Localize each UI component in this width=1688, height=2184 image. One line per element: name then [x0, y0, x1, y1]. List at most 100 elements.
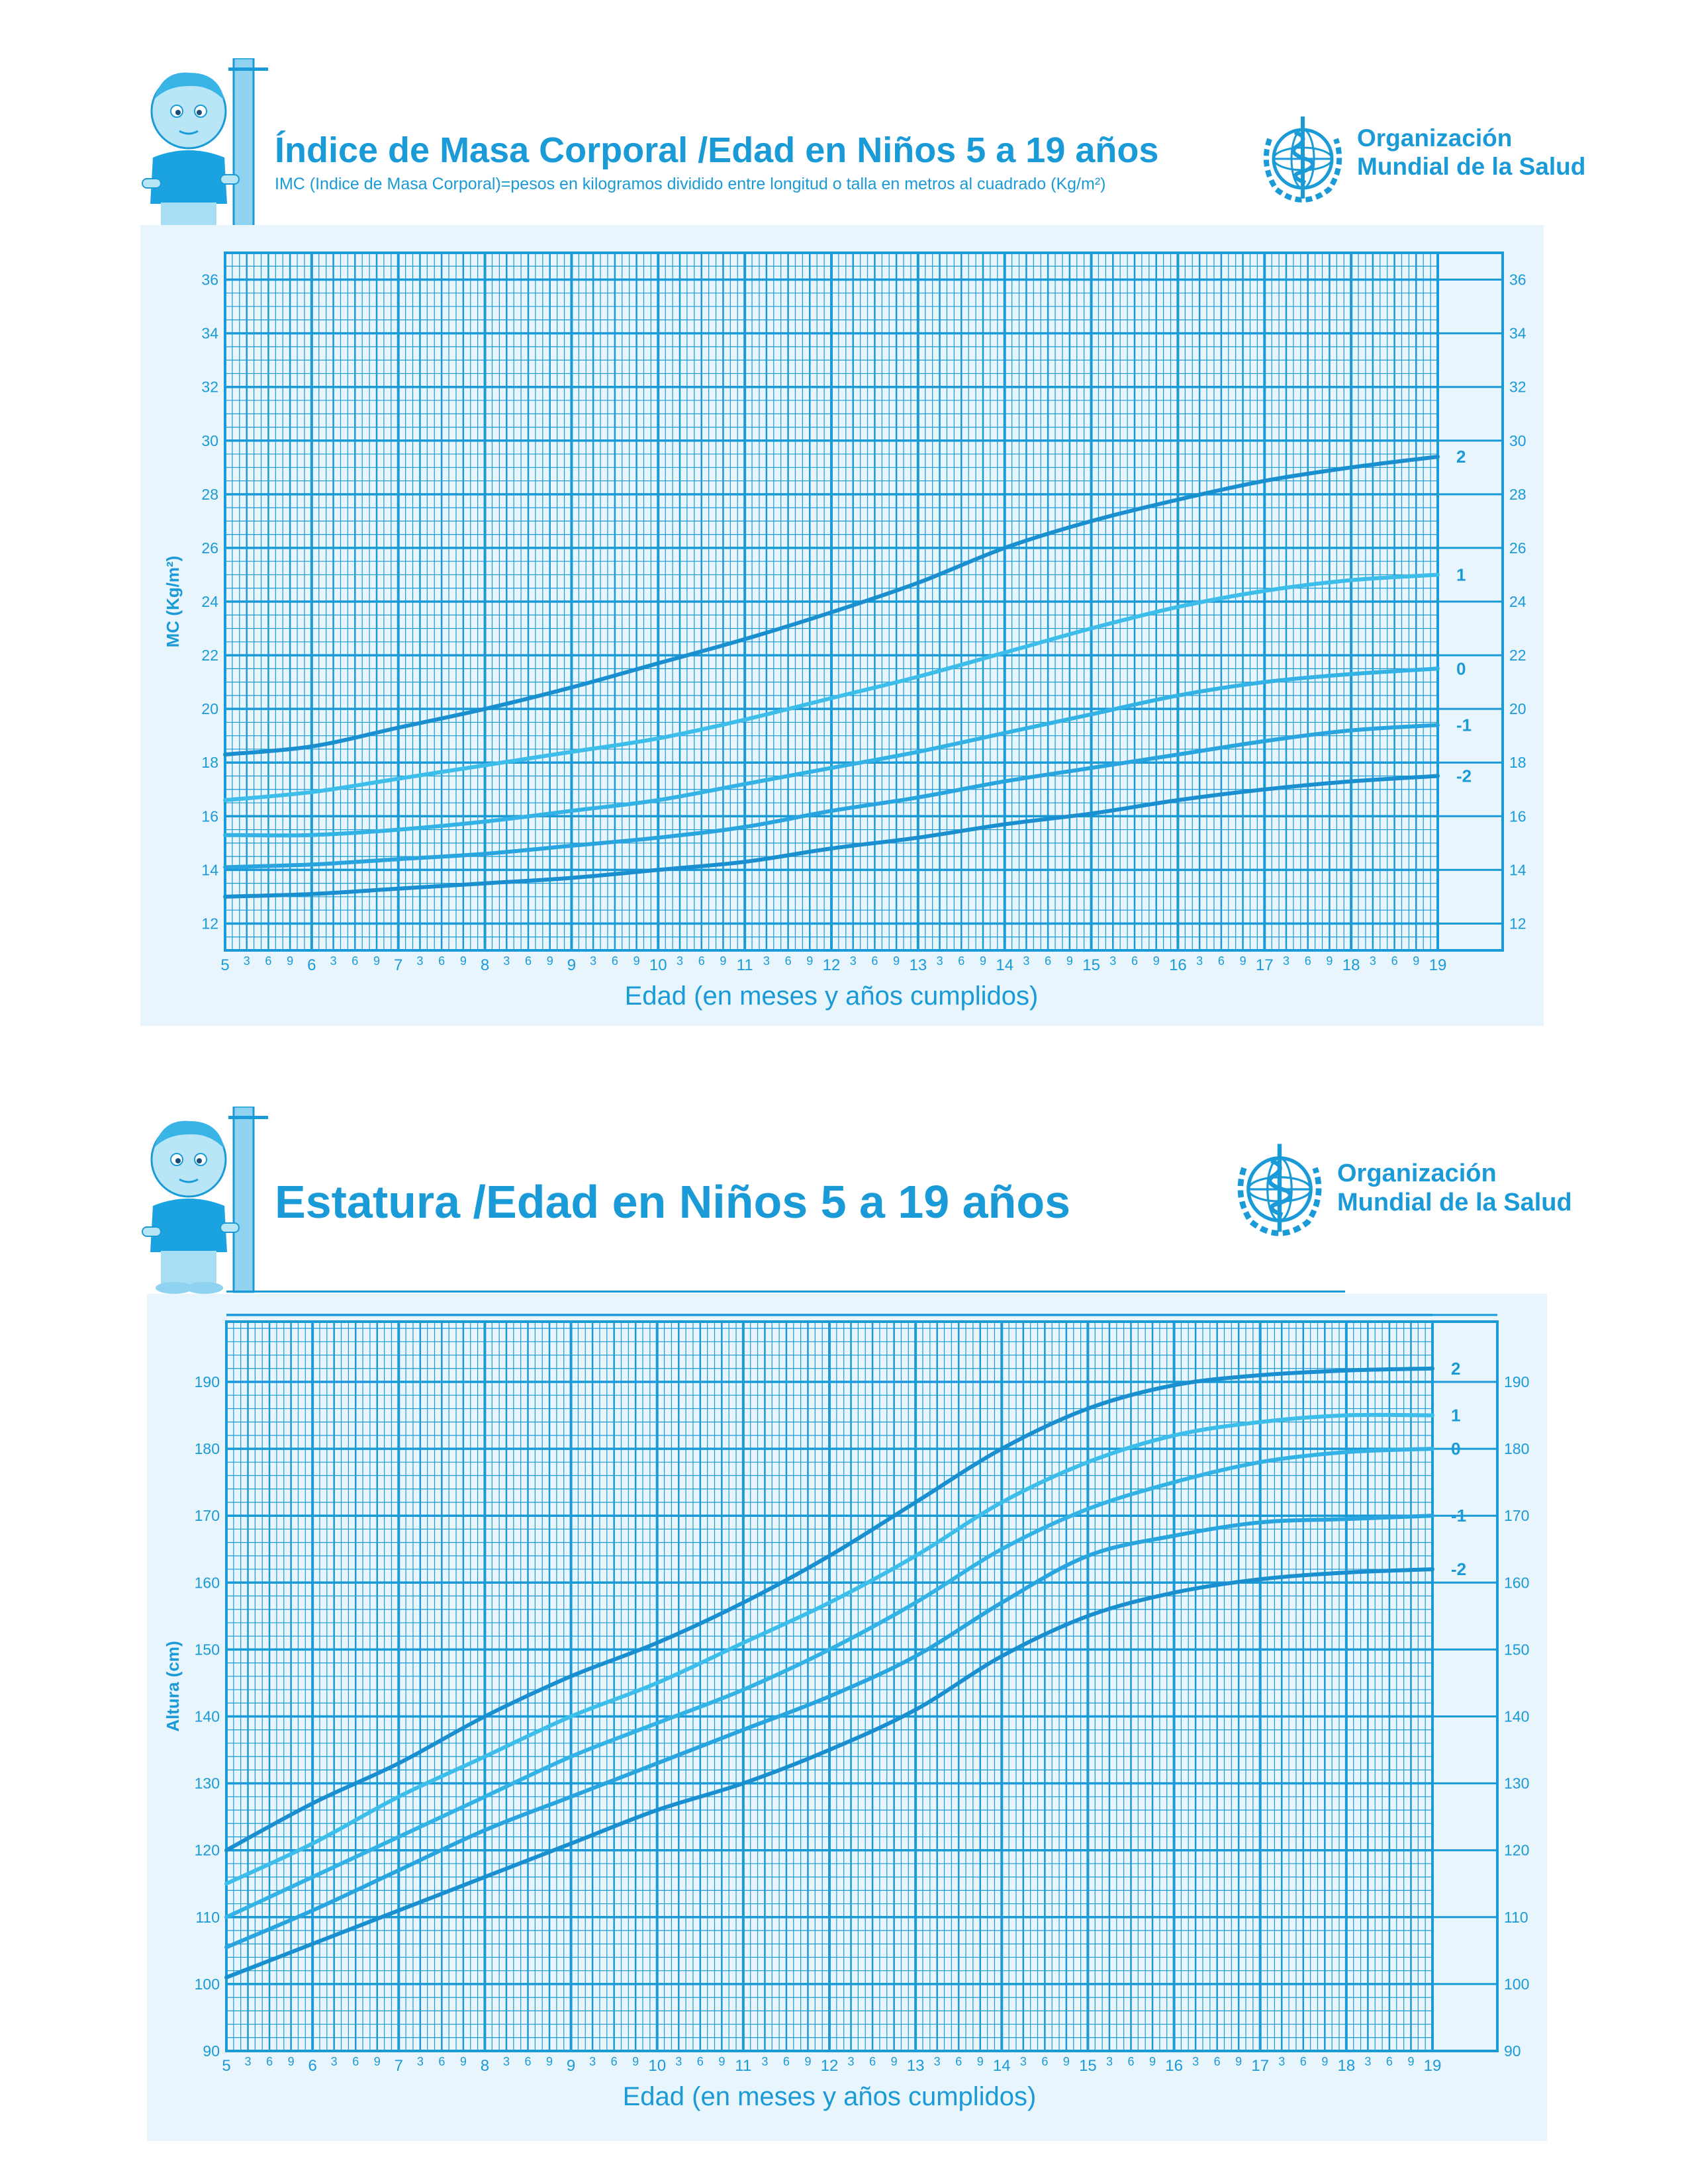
x-minor-tick-label: 3: [589, 2055, 596, 2068]
series-line-z0: [223, 666, 1440, 838]
series-line-z-1: [224, 1514, 1434, 1950]
bmi-chart-title: Índice de Masa Corporal /Edad en Niños 5…: [275, 130, 1159, 170]
x-tick-label: 17: [1251, 2057, 1269, 2075]
x-minor-tick-label: 3: [1364, 2055, 1371, 2068]
x-tick-label: 19: [1424, 2057, 1442, 2075]
y-tick-label-right: 18: [1509, 754, 1526, 771]
x-minor-tick-label: 3: [1109, 954, 1116, 968]
y-tick-label-right: 110: [1504, 1909, 1528, 1926]
x-minor-tick-label: 6: [871, 954, 878, 968]
who-name-bottom: Organización Mundial de la Salud: [1337, 1160, 1572, 1217]
x-minor-tick-label: 6: [438, 2055, 445, 2068]
y-tick-label: 90: [203, 2042, 220, 2060]
series-label: 1: [1451, 1406, 1460, 1426]
x-minor-tick-label: 6: [955, 2055, 962, 2068]
x-minor-tick-label: 6: [438, 954, 445, 968]
y-tick-label: 120: [195, 1842, 220, 1859]
who-name-top: Organización Mundial de la Salud: [1357, 124, 1585, 181]
y-tick-label-right: 170: [1504, 1507, 1529, 1524]
x-minor-tick-label: 9: [374, 2055, 381, 2068]
x-minor-tick-label: 3: [503, 2055, 510, 2068]
y-tick-label: 32: [201, 379, 218, 396]
x-minor-tick-label: 9: [460, 954, 467, 968]
x-minor-tick-label: 9: [287, 954, 293, 968]
x-tick-label: 18: [1342, 956, 1360, 974]
y-tick-label-right: 120: [1504, 1842, 1529, 1859]
x-tick-label: 8: [481, 2057, 489, 2075]
y-tick-label-right: 140: [1504, 1707, 1529, 1725]
x-minor-tick-label: 3: [848, 2055, 855, 2068]
y-tick-label-right: 32: [1509, 379, 1526, 396]
x-minor-tick-label: 3: [761, 2055, 768, 2068]
x-minor-tick-label: 9: [806, 954, 813, 968]
series-line-z1: [224, 1412, 1434, 1886]
x-minor-tick-label: 9: [373, 954, 380, 968]
x-minor-tick-label: 6: [352, 954, 358, 968]
x-minor-tick-label: 6: [352, 2055, 359, 2068]
y-tick-label-right: 34: [1509, 325, 1526, 342]
x-tick-label: 7: [394, 956, 402, 974]
y-tick-label: 14: [201, 861, 218, 878]
header-divider: [226, 1291, 1345, 1293]
y-tick-label: 100: [195, 1976, 220, 1993]
x-tick-label: 15: [1079, 2057, 1097, 2075]
series-line-z-1: [223, 723, 1440, 870]
x-minor-tick-label: 6: [1041, 2055, 1048, 2068]
y-tick-label-right: 24: [1509, 593, 1526, 610]
height-chart-title: Estatura /Edad en Niños 5 a 19 años: [275, 1176, 1071, 1228]
x-tick-label: 7: [395, 2057, 403, 2075]
x-minor-tick-label: 9: [893, 954, 900, 968]
x-minor-tick-label: 6: [697, 2055, 704, 2068]
x-minor-tick-label: 3: [417, 2055, 424, 2068]
x-tick-label: 14: [993, 2057, 1011, 2075]
y-tick-label: 36: [201, 271, 218, 289]
who-emblem-icon: [1263, 116, 1342, 203]
x-minor-tick-label: 9: [460, 2055, 467, 2068]
x-minor-tick-label: 6: [1045, 954, 1051, 968]
x-tick-label: 10: [649, 956, 667, 974]
y-tick-label: 170: [195, 1507, 220, 1524]
who-emblem-icon: [1237, 1144, 1322, 1236]
x-tick-label: 16: [1169, 956, 1187, 974]
y-tick-label-right: 28: [1509, 486, 1526, 503]
y-axis-label: Altura (cm): [163, 1641, 183, 1731]
y-axis-label: MC (Kg/m²): [163, 556, 183, 648]
x-minor-tick-label: 6: [524, 2055, 531, 2068]
x-tick-label: 11: [735, 2057, 751, 2075]
y-tick-label: 18: [201, 754, 218, 771]
series-label: 2: [1451, 1359, 1460, 1379]
x-minor-tick-label: 9: [1063, 2055, 1070, 2068]
x-minor-tick-label: 3: [416, 954, 423, 968]
x-minor-tick-label: 6: [1214, 2055, 1221, 2068]
plot-frame: [225, 1320, 1499, 2052]
x-tick-label: 16: [1165, 2057, 1183, 2075]
x-minor-tick-label: 9: [1413, 954, 1419, 968]
x-tick-label: 14: [996, 956, 1013, 974]
x-minor-tick-label: 6: [783, 2055, 790, 2068]
x-tick-label: 19: [1429, 956, 1447, 974]
y-tick-label-right: 190: [1504, 1373, 1529, 1390]
y-tick-label-right: 90: [1504, 2042, 1521, 2060]
series-label: -2: [1451, 1559, 1466, 1579]
x-tick-label: 18: [1338, 2057, 1356, 2075]
x-tick-label: 9: [567, 956, 576, 974]
y-tick-label-right: 100: [1504, 1976, 1529, 1993]
series-label: 0: [1456, 659, 1466, 678]
y-tick-label-right: 36: [1509, 271, 1526, 289]
x-minor-tick-label: 6: [1391, 954, 1398, 968]
y-tick-label: 34: [201, 325, 218, 342]
x-minor-tick-label: 6: [611, 2055, 618, 2068]
y-tick-label-right: 30: [1509, 432, 1526, 449]
x-tick-label: 15: [1082, 956, 1100, 974]
y-tick-label: 160: [195, 1574, 220, 1591]
x-minor-tick-label: 6: [1131, 954, 1138, 968]
x-minor-tick-label: 6: [785, 954, 792, 968]
series-line-z1: [223, 572, 1440, 802]
x-minor-tick-label: 6: [1127, 2055, 1134, 2068]
x-minor-tick-label: 6: [612, 954, 618, 968]
x-tick-label: 6: [307, 956, 316, 974]
x-minor-tick-label: 9: [1153, 954, 1160, 968]
x-axis-label: Edad (en meses y años cumplidos): [625, 981, 1039, 1011]
y-tick-label: 20: [201, 700, 218, 717]
x-tick-label: 5: [220, 956, 229, 974]
